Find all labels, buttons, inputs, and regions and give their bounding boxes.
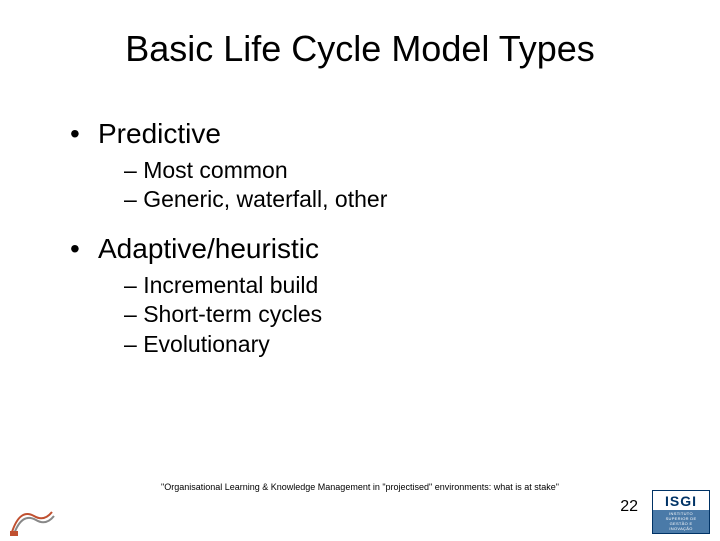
bullet-lvl1: Predictive xyxy=(70,118,650,150)
bullet-lvl2-text: Most common xyxy=(143,157,287,183)
esci-logo-icon xyxy=(10,498,66,536)
slide-body: Predictive – Most common – Generic, wate… xyxy=(70,118,650,359)
page-number: 22 xyxy=(620,498,638,516)
bullet-lvl1: Adaptive/heuristic xyxy=(70,233,650,265)
right-logo: ISGI INSTITUTO SUPERIOR DE GESTÃO E INOV… xyxy=(652,490,710,534)
isgi-logo-line: INOVAÇÃO xyxy=(669,527,692,531)
left-logo xyxy=(10,498,66,536)
isgi-logo-band: INSTITUTO SUPERIOR DE GESTÃO E INOVAÇÃO xyxy=(653,510,709,533)
footer-text: "Organisational Learning & Knowledge Man… xyxy=(0,482,720,492)
bullet-lvl2-text: Generic, waterfall, other xyxy=(143,186,387,212)
bullet-lvl2-group: – Incremental build – Short-term cycles … xyxy=(70,271,650,359)
slide-title: Basic Life Cycle Model Types xyxy=(0,28,720,70)
bullet-lvl2-text: Incremental build xyxy=(143,272,318,298)
bullet-lvl2: – Evolutionary xyxy=(124,330,650,359)
bullet-lvl2: – Generic, waterfall, other xyxy=(124,185,650,214)
slide: Basic Life Cycle Model Types Predictive … xyxy=(0,0,720,540)
bullet-lvl2: – Incremental build xyxy=(124,271,650,300)
bullet-lvl2-text: Short-term cycles xyxy=(143,301,322,327)
bullet-lvl2-text: Evolutionary xyxy=(143,331,270,357)
bullet-lvl2: – Most common xyxy=(124,156,650,185)
isgi-logo: ISGI INSTITUTO SUPERIOR DE GESTÃO E INOV… xyxy=(652,490,710,534)
bullet-lvl2: – Short-term cycles xyxy=(124,300,650,329)
bullet-lvl2-group: – Most common – Generic, waterfall, othe… xyxy=(70,156,650,215)
isgi-logo-top: ISGI xyxy=(653,491,709,510)
